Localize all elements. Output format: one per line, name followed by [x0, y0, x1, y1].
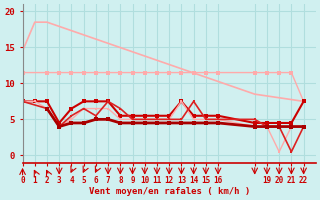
- X-axis label: Vent moyen/en rafales ( km/h ): Vent moyen/en rafales ( km/h ): [89, 187, 250, 196]
